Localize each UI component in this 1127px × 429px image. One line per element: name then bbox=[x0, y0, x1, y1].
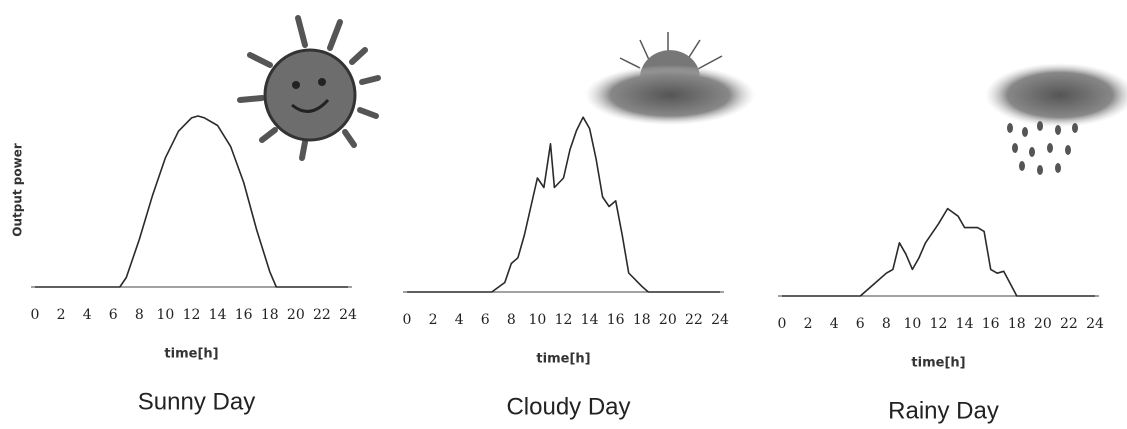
x-tick-label: 0 bbox=[31, 307, 40, 323]
x-tick-label: 20 bbox=[659, 312, 677, 328]
x-tick-label: 18 bbox=[633, 312, 651, 328]
x-tick-label: 2 bbox=[804, 316, 813, 332]
x-tick-label: 4 bbox=[830, 316, 839, 332]
x-tick-label: 12 bbox=[183, 307, 201, 323]
x-tick-label: 22 bbox=[313, 307, 331, 323]
chart-title: Rainy Day bbox=[888, 397, 999, 424]
x-tick-label: 22 bbox=[1060, 316, 1078, 332]
x-tick-label: 16 bbox=[235, 307, 253, 323]
x-tick-label: 16 bbox=[982, 316, 1000, 332]
x-tick-label: 20 bbox=[287, 307, 305, 323]
data-line bbox=[35, 116, 348, 287]
x-tick-label: 4 bbox=[83, 307, 92, 323]
x-tick-label: 6 bbox=[481, 312, 490, 328]
x-axis-label: time[h] bbox=[164, 347, 218, 362]
x-tick-label: 4 bbox=[455, 312, 464, 328]
x-tick-label: 10 bbox=[157, 307, 175, 323]
data-line bbox=[782, 209, 1095, 296]
x-tick-label: 10 bbox=[529, 312, 547, 328]
x-tick-label: 18 bbox=[1008, 316, 1026, 332]
x-tick-label: 24 bbox=[711, 312, 729, 328]
x-tick-label: 6 bbox=[109, 307, 118, 323]
x-tick-label: 0 bbox=[778, 316, 787, 332]
sun-icon bbox=[240, 18, 378, 158]
cloud-sun-icon bbox=[585, 32, 755, 125]
x-tick-label: 16 bbox=[607, 312, 625, 328]
data-line bbox=[407, 117, 720, 292]
x-tick-label: 8 bbox=[507, 312, 516, 328]
x-tick-label: 2 bbox=[57, 307, 66, 323]
x-axis-label: time[h] bbox=[911, 356, 965, 371]
x-tick-label: 14 bbox=[956, 316, 974, 332]
y-axis-label: Output power bbox=[11, 143, 25, 237]
chart-title: Sunny Day bbox=[138, 388, 255, 415]
x-tick-label: 14 bbox=[209, 307, 227, 323]
chart-page: Output power 024681012141618202224time[h… bbox=[0, 0, 1127, 429]
x-tick-label: 6 bbox=[856, 316, 865, 332]
x-tick-label: 10 bbox=[904, 316, 922, 332]
x-tick-label: 24 bbox=[339, 307, 357, 323]
rain-cloud-icon bbox=[985, 63, 1127, 175]
x-tick-label: 0 bbox=[403, 312, 412, 328]
x-tick-label: 8 bbox=[135, 307, 144, 323]
x-axis-label: time[h] bbox=[536, 352, 590, 367]
x-tick-label: 20 bbox=[1034, 316, 1052, 332]
x-tick-label: 18 bbox=[261, 307, 279, 323]
x-tick-label: 12 bbox=[555, 312, 573, 328]
x-tick-label: 22 bbox=[685, 312, 703, 328]
x-tick-label: 24 bbox=[1086, 316, 1104, 332]
chart-title: Cloudy Day bbox=[506, 393, 630, 420]
x-tick-label: 2 bbox=[429, 312, 438, 328]
x-tick-label: 14 bbox=[581, 312, 599, 328]
x-tick-label: 8 bbox=[882, 316, 891, 332]
x-tick-label: 12 bbox=[930, 316, 948, 332]
